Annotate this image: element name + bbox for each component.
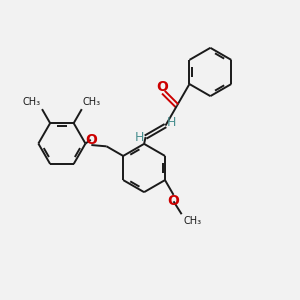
Text: CH₃: CH₃: [23, 98, 41, 107]
Text: O: O: [85, 133, 97, 147]
Text: CH₃: CH₃: [83, 98, 101, 107]
Text: H: H: [134, 131, 144, 144]
Text: O: O: [168, 194, 179, 208]
Text: O: O: [156, 80, 168, 94]
Text: CH₃: CH₃: [183, 216, 202, 226]
Text: H: H: [167, 116, 177, 129]
